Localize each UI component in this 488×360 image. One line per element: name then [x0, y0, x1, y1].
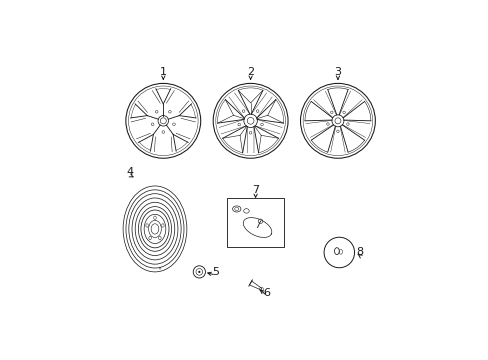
Text: 6: 6 [263, 288, 270, 298]
Text: 7: 7 [251, 185, 259, 195]
Bar [226, 198, 284, 247]
Text: 2: 2 [246, 67, 254, 77]
Text: 1: 1 [160, 67, 166, 77]
Circle shape [198, 271, 200, 273]
Text: 3: 3 [334, 67, 341, 77]
Text: 5: 5 [212, 267, 219, 277]
Text: 8: 8 [356, 247, 363, 257]
Text: 4: 4 [126, 167, 133, 177]
